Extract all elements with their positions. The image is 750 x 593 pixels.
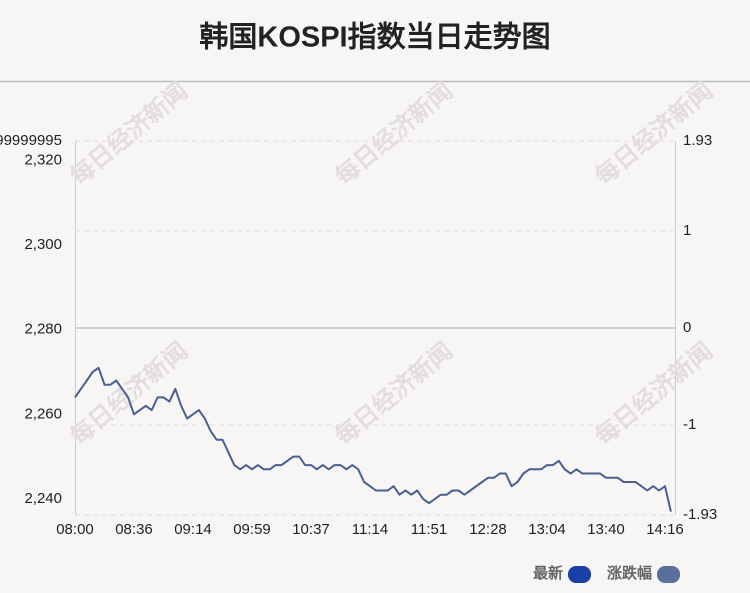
y2-tick-label: 1 [683,222,691,239]
x-tick-label: 09:59 [233,521,271,538]
y-tick-label: 2,240 [24,490,62,507]
x-tick-label: 08:36 [115,521,153,538]
legend-swatch [657,566,681,583]
chart-title: 韩国KOSPI指数当日走势图 [199,21,550,54]
x-tick-label: 11:14 [352,521,388,538]
y-tick-label: 2324.5999999995 [0,132,62,149]
x-tick-label: 13:04 [528,521,566,538]
y2-tick-label: 0 [683,319,691,336]
x-tick-label: 14:16 [646,521,684,538]
x-tick-label: 10:37 [292,521,330,538]
x-tick-label: 13:40 [587,521,625,538]
y-tick-label: 2,280 [24,321,62,338]
legend-label: 涨跌幅 [607,564,652,582]
y-tick-label: 2,260 [24,405,62,422]
legend-swatch [568,566,592,583]
y-tick-label: 2,300 [24,236,62,253]
y2-tick-label: 1.93 [683,132,712,149]
y2-tick-label: -1 [683,416,696,433]
x-tick-label: 08:00 [56,521,94,538]
x-tick-label: 11:51 [411,521,447,538]
y-tick-label: 2,320 [24,151,62,168]
y2-tick-label: -1.93 [683,506,717,523]
x-tick-label: 09:14 [174,521,212,538]
price-line [74,366,672,512]
x-tick-label: 12:28 [469,521,507,538]
legend-label: 最新 [533,564,563,582]
